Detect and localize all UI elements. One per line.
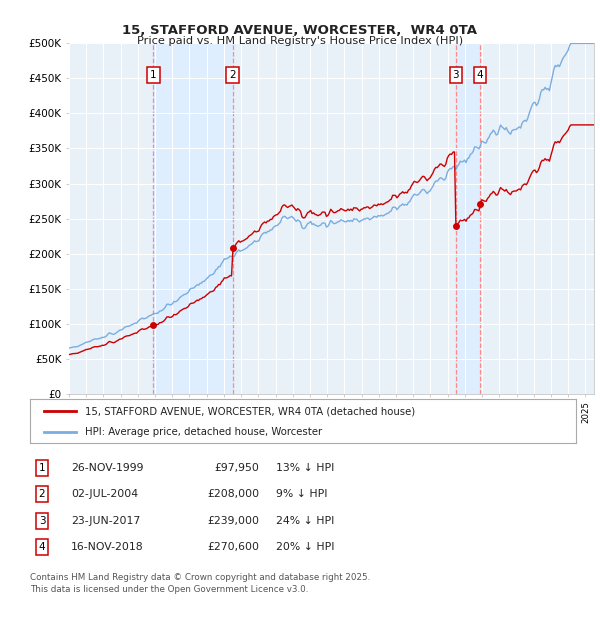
Text: 4: 4: [38, 542, 46, 552]
Text: £239,000: £239,000: [208, 516, 259, 526]
Text: HPI: Average price, detached house, Worcester: HPI: Average price, detached house, Worc…: [85, 427, 322, 437]
Bar: [456, 43, 480, 394]
Text: 9% ↓ HPI: 9% ↓ HPI: [276, 489, 327, 499]
Text: Price paid vs. HM Land Registry's House Price Index (HPI): Price paid vs. HM Land Registry's House …: [137, 36, 463, 46]
Text: £97,950: £97,950: [214, 463, 259, 473]
Text: £208,000: £208,000: [207, 489, 259, 499]
Text: £270,600: £270,600: [208, 542, 259, 552]
Text: 2: 2: [229, 70, 236, 80]
Text: 26-NOV-1999: 26-NOV-1999: [71, 463, 143, 473]
Bar: [154, 43, 233, 394]
Text: 02-JUL-2004: 02-JUL-2004: [71, 489, 138, 499]
Text: 15, STAFFORD AVENUE, WORCESTER,  WR4 0TA: 15, STAFFORD AVENUE, WORCESTER, WR4 0TA: [122, 24, 478, 37]
Text: 3: 3: [38, 516, 46, 526]
Text: 20% ↓ HPI: 20% ↓ HPI: [276, 542, 334, 552]
Text: 23-JUN-2017: 23-JUN-2017: [71, 516, 140, 526]
Text: 1: 1: [38, 463, 46, 473]
Text: 2: 2: [38, 489, 46, 499]
Text: 24% ↓ HPI: 24% ↓ HPI: [276, 516, 334, 526]
Text: 13% ↓ HPI: 13% ↓ HPI: [276, 463, 334, 473]
Text: This data is licensed under the Open Government Licence v3.0.: This data is licensed under the Open Gov…: [30, 585, 308, 594]
Text: 16-NOV-2018: 16-NOV-2018: [71, 542, 143, 552]
Text: 3: 3: [452, 70, 459, 80]
Text: 4: 4: [477, 70, 484, 80]
Text: 15, STAFFORD AVENUE, WORCESTER, WR4 0TA (detached house): 15, STAFFORD AVENUE, WORCESTER, WR4 0TA …: [85, 406, 415, 416]
Text: 1: 1: [150, 70, 157, 80]
Text: Contains HM Land Registry data © Crown copyright and database right 2025.: Contains HM Land Registry data © Crown c…: [30, 574, 370, 583]
